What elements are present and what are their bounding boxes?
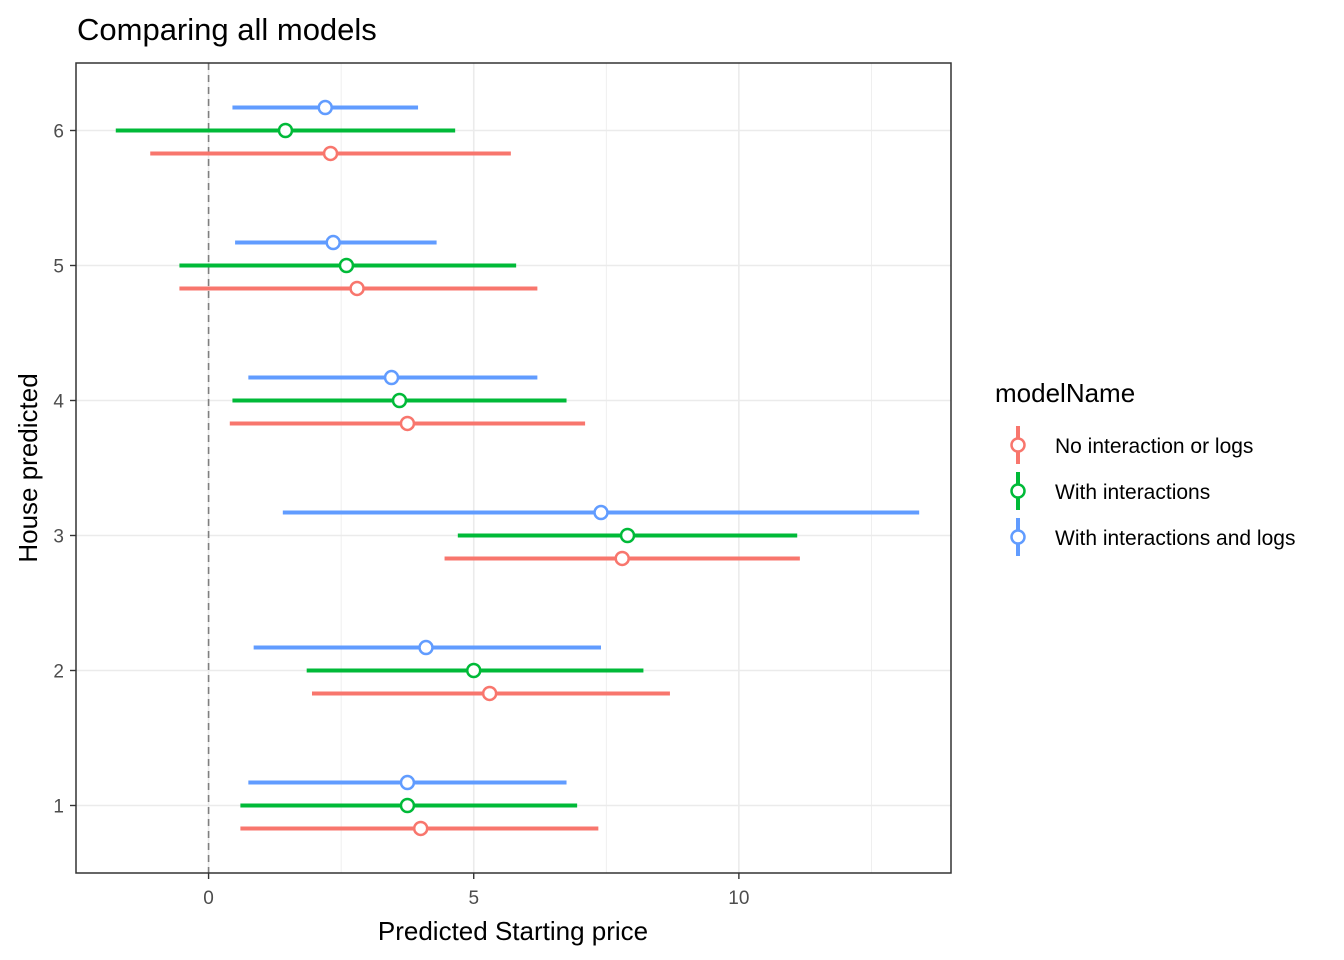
y-tick-label: 5 [53,257,64,278]
legend-title: modelName [995,378,1135,408]
estimate-point [399,774,416,791]
x-axis-title: Predicted Starting price [378,916,648,946]
estimate-point [383,369,400,386]
series-with-interactions [115,122,798,814]
estimate-point [465,662,482,679]
legend-key-point [1010,529,1026,545]
legend-item: With interactions and logs [1010,518,1295,556]
y-tick-label: 2 [53,662,64,683]
series-no-interaction-or-logs [150,145,800,837]
estimate-point [481,685,498,702]
estimate-point [593,504,609,521]
plot-background [76,63,951,873]
estimate-point [349,280,365,297]
y-axis-title: House predicted [13,373,43,562]
y-axis: 1 2 3 4 5 6 [53,122,76,818]
y-tick-label: 6 [53,122,64,143]
estimate-point [338,257,355,274]
estimate-point [391,392,408,409]
estimate-point [418,639,434,656]
legend-label: With interactions and logs [1055,527,1295,550]
legend-item: With interactions [1010,472,1210,510]
estimate-point [325,234,341,251]
estimate-point [399,797,416,814]
estimate-point [412,820,429,837]
data-marks [115,99,920,837]
chart-title: Comparing all models [77,12,377,47]
estimate-point [614,550,630,567]
y-tick-label: 3 [53,527,64,548]
estimate-point [277,122,294,139]
estimate-point [399,415,416,432]
plot-panel [75,62,952,874]
x-axis: 0 5 10 [203,873,749,909]
legend-key-point [1010,483,1026,499]
plot-border [75,62,952,874]
estimate-point [317,99,333,116]
estimate-point [619,527,636,544]
x-tick-label: 5 [468,888,479,909]
x-tick-label: 10 [728,888,749,909]
legend-item: No interaction or logs [1010,426,1253,464]
legend-label: No interaction or logs [1055,435,1253,458]
legend-items: No interaction or logs With interactions W… [1010,426,1295,556]
estimate-point [322,145,339,162]
y-tick-label: 4 [53,392,64,413]
legend-label: With interactions [1055,481,1210,504]
x-tick-label: 0 [203,888,214,909]
legend-key-point [1010,437,1026,453]
y-tick-label: 1 [53,797,64,818]
series-with-interactions-and-logs [232,99,920,791]
legend: modelName No interaction or logs With int… [995,378,1295,556]
